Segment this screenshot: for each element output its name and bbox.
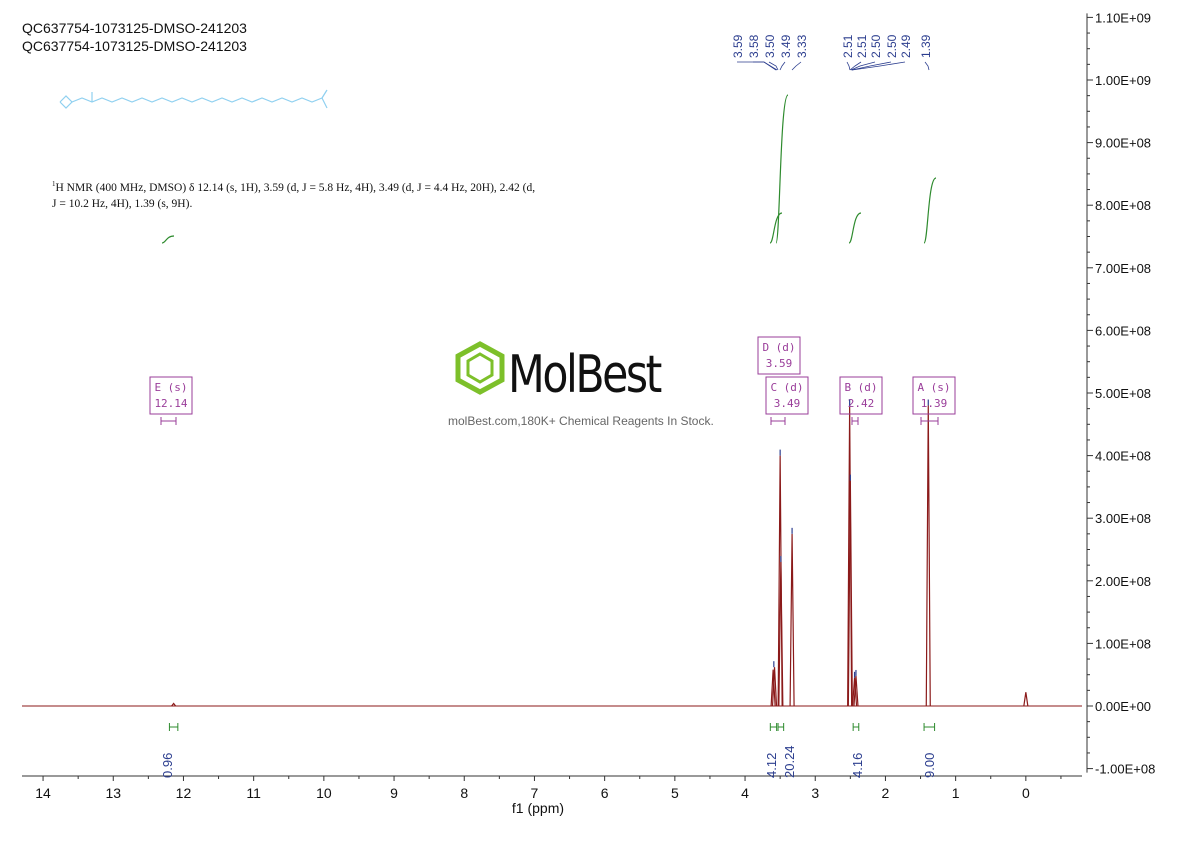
multiplet-label-3: B (d): [844, 381, 877, 394]
integral-value-2: 20.24: [782, 745, 797, 778]
nmr-nucleus-superscript: 1: [52, 180, 56, 188]
integral-curve-2: [775, 94, 789, 244]
x-tick-label-1: 13: [105, 785, 121, 801]
multiplet-shift-2: 3.49: [774, 397, 801, 410]
spectrum-peak-1: [770, 669, 776, 707]
peak-leader-line-6: [849, 61, 862, 71]
integral-curve-1: [769, 212, 783, 244]
multiplet-box-3: [839, 376, 883, 415]
peak-label-2: 3.50: [763, 34, 777, 58]
x-tick-label-2: 12: [176, 785, 192, 801]
peak-label-4: 3.33: [795, 34, 809, 58]
spectrum-peak-5: [789, 533, 795, 707]
integral-curve-0: [161, 235, 175, 244]
watermark-brand: MolBest: [508, 345, 662, 405]
multiplet-shift-3: 2.42: [848, 397, 875, 410]
peak-leader-line-9: [851, 61, 906, 71]
multiplet-shift-1: 3.59: [766, 357, 793, 370]
multiplet-shift-0: 12.14: [154, 397, 187, 410]
multiplet-box-2: [765, 376, 809, 415]
y-tick-label-8: 7.00E+08: [1095, 261, 1151, 276]
nmr-description: 1H NMR (400 MHz, DMSO) δ 12.14 (s, 1H), …: [52, 176, 612, 212]
x-tick-label-6: 8: [460, 785, 468, 801]
integral-value-0: 0.96: [160, 753, 175, 778]
integral-value-1: 4.12: [764, 753, 779, 778]
peak-label-1: 3.58: [747, 34, 761, 58]
integral-curve-3: [848, 212, 862, 244]
x-tick-label-4: 10: [316, 785, 332, 801]
integral-value-3: 4.16: [850, 753, 865, 778]
nmr-description-line-1: H NMR (400 MHz, DMSO) δ 12.14 (s, 1H), 3…: [55, 181, 536, 194]
x-tick-label-8: 6: [601, 785, 609, 801]
spectrum-peak-10: [925, 405, 931, 707]
peak-leader-line-7: [850, 61, 876, 71]
spectrum-title-line-2: QC637754-1073125-DMSO-241203: [22, 38, 247, 54]
y-tick-label-12: 1.10E+09: [1095, 10, 1151, 25]
peak-leader-line-2: [768, 61, 779, 71]
x-tick-label-14: 0: [1022, 785, 1030, 801]
y-tick-label-4: 3.00E+08: [1095, 511, 1151, 526]
multiplet-box-0: [149, 376, 193, 415]
peak-leader-line-10: [924, 61, 930, 71]
peak-label-9: 2.49: [899, 34, 913, 58]
y-tick-label-9: 8.00E+08: [1095, 198, 1151, 213]
x-axis-label: f1 (ppm): [512, 800, 564, 816]
multiplet-label-4: A (s): [917, 381, 950, 394]
peak-label-8: 2.50: [885, 34, 899, 58]
x-tick-label-10: 4: [741, 785, 749, 801]
integral-curve-4: [923, 177, 937, 244]
peak-leader-line-5: [846, 61, 851, 71]
multiplet-label-0: E (s): [154, 381, 187, 394]
molecule-structure-image: [59, 89, 328, 109]
y-tick-label-3: 2.00E+08: [1095, 574, 1151, 589]
peak-leader-line-3: [779, 61, 786, 71]
peak-label-3: 3.49: [779, 34, 793, 58]
y-tick-label-11: 1.00E+09: [1095, 73, 1151, 88]
y-tick-label-6: 5.00E+08: [1095, 386, 1151, 401]
x-tick-label-9: 5: [671, 785, 679, 801]
spectrum-title-line-1: QC637754-1073125-DMSO-241203: [22, 20, 247, 36]
peak-label-6: 2.51: [855, 34, 869, 58]
peak-label-5: 2.51: [841, 34, 855, 58]
spectrum-peak-0: [171, 702, 177, 707]
y-tick-label-7: 6.00E+08: [1095, 323, 1151, 338]
y-tick-label-2: 1.00E+08: [1095, 636, 1151, 651]
peak-leader-line-1: [753, 61, 778, 71]
multiplet-box-1: [757, 336, 801, 375]
spectrum-peak-11: [1023, 692, 1029, 707]
x-tick-label-11: 3: [811, 785, 819, 801]
multiplet-label-2: C (d): [770, 381, 803, 394]
y-tick-label-1: 0.00E+00: [1095, 699, 1151, 714]
y-tick-label-0: -1.00E+08: [1095, 762, 1155, 777]
multiplet-label-1: D (d): [762, 341, 795, 354]
peak-label-0: 3.59: [731, 34, 745, 58]
watermark-tagline: molBest.com,180K+ Chemical Reagents In S…: [448, 414, 714, 428]
multiplet-box-4: [912, 376, 956, 415]
x-tick-label-3: 11: [246, 785, 261, 801]
x-tick-label-5: 9: [390, 785, 398, 801]
molbest-logo-icon: [455, 341, 505, 395]
x-tick-label-12: 2: [882, 785, 890, 801]
x-tick-label-0: 14: [35, 785, 51, 801]
x-tick-label-13: 1: [952, 785, 960, 801]
spectrum-peak-2: [771, 667, 778, 707]
y-tick-label-10: 9.00E+08: [1095, 136, 1151, 151]
integral-value-4: 9.00: [922, 753, 937, 778]
y-tick-label-5: 4.00E+08: [1095, 449, 1151, 464]
peak-leader-line-8: [851, 61, 892, 71]
x-tick-label-7: 7: [531, 785, 539, 801]
multiplet-shift-4: 1.39: [921, 397, 948, 410]
nmr-description-line-2: J = 10.2 Hz, 4H), 1.39 (s, 9H).: [52, 197, 193, 210]
peak-label-7: 2.50: [869, 34, 883, 58]
peak-label-10: 1.39: [919, 34, 933, 58]
peak-leader-line-4: [791, 61, 802, 71]
